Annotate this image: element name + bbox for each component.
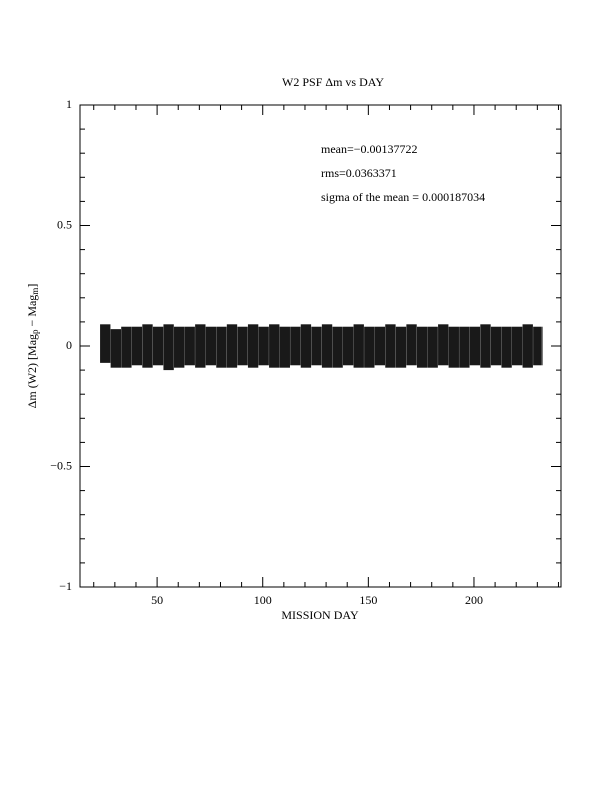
y-tick-label: −0.5 <box>50 458 72 472</box>
scatter-band <box>205 326 217 366</box>
chart-title: W2 PSF Δm vs DAY <box>282 75 384 89</box>
scatter-band <box>216 326 227 368</box>
scatter-band <box>459 326 470 368</box>
scatter-band <box>416 326 428 368</box>
scatter-band <box>290 326 301 366</box>
scatter-band <box>511 326 523 366</box>
scatter-band <box>247 324 259 368</box>
scatter-band <box>541 326 543 366</box>
scatter-band <box>121 326 132 368</box>
scatter-band <box>152 326 164 366</box>
scatter-band <box>237 326 248 366</box>
scatter-band <box>395 326 407 368</box>
x-tick-label: 50 <box>151 593 163 607</box>
scatter-band <box>501 326 512 368</box>
scatter-band <box>163 324 174 371</box>
y-label-part: ] <box>25 284 39 288</box>
annotation: sigma of the mean = 0.000187034 <box>321 190 485 204</box>
scatter-band <box>374 326 386 366</box>
scatter-band <box>427 326 438 368</box>
y-tick-label: 0.5 <box>57 217 72 231</box>
scatter-band <box>353 324 364 368</box>
y-tick-label: 1 <box>66 97 72 111</box>
scatter-band <box>321 324 333 368</box>
annotation: rms=0.0363371 <box>321 166 397 180</box>
scatter-band <box>406 324 417 366</box>
x-tick-label: 200 <box>465 593 483 607</box>
annotation: mean=−0.00137722 <box>321 142 418 156</box>
scatter-band <box>184 326 195 366</box>
scatter-band <box>533 326 542 366</box>
scatter-band <box>258 326 269 366</box>
y-label-part: Δm (W2) [Mag <box>25 334 39 408</box>
scatter-band <box>385 324 396 368</box>
scatter-band <box>469 326 481 366</box>
scatter-band <box>332 326 343 368</box>
y-label-part: m <box>30 288 40 295</box>
scatter-band <box>110 329 121 368</box>
x-tick-label: 150 <box>359 593 377 607</box>
scatter-band <box>142 324 153 368</box>
scatter-band <box>174 326 185 368</box>
scatter-band <box>279 326 290 368</box>
y-tick-label: 0 <box>66 338 72 352</box>
scatter-band <box>300 324 312 368</box>
x-axis-label: MISSION DAY <box>281 608 359 622</box>
y-label-part: − Mag <box>25 295 39 330</box>
y-axis-label: Δm (W2) [Magp − Magm] <box>25 284 40 409</box>
scatter-band <box>131 326 143 366</box>
scatter-band <box>448 326 459 368</box>
scatter-band <box>522 324 533 368</box>
scatter-band <box>226 324 238 368</box>
scatter-band <box>480 324 491 368</box>
scatter-band <box>195 324 206 368</box>
scatter-band <box>364 326 375 368</box>
scatter-band <box>490 326 502 366</box>
scatter-band <box>100 324 111 363</box>
scatter-band <box>342 326 354 366</box>
scatter-band <box>269 324 280 368</box>
x-tick-label: 100 <box>254 593 272 607</box>
y-tick-label: −1 <box>59 579 72 593</box>
y-label-part: p <box>30 329 40 334</box>
scatter-band <box>438 324 449 366</box>
scatter-band <box>311 326 322 366</box>
